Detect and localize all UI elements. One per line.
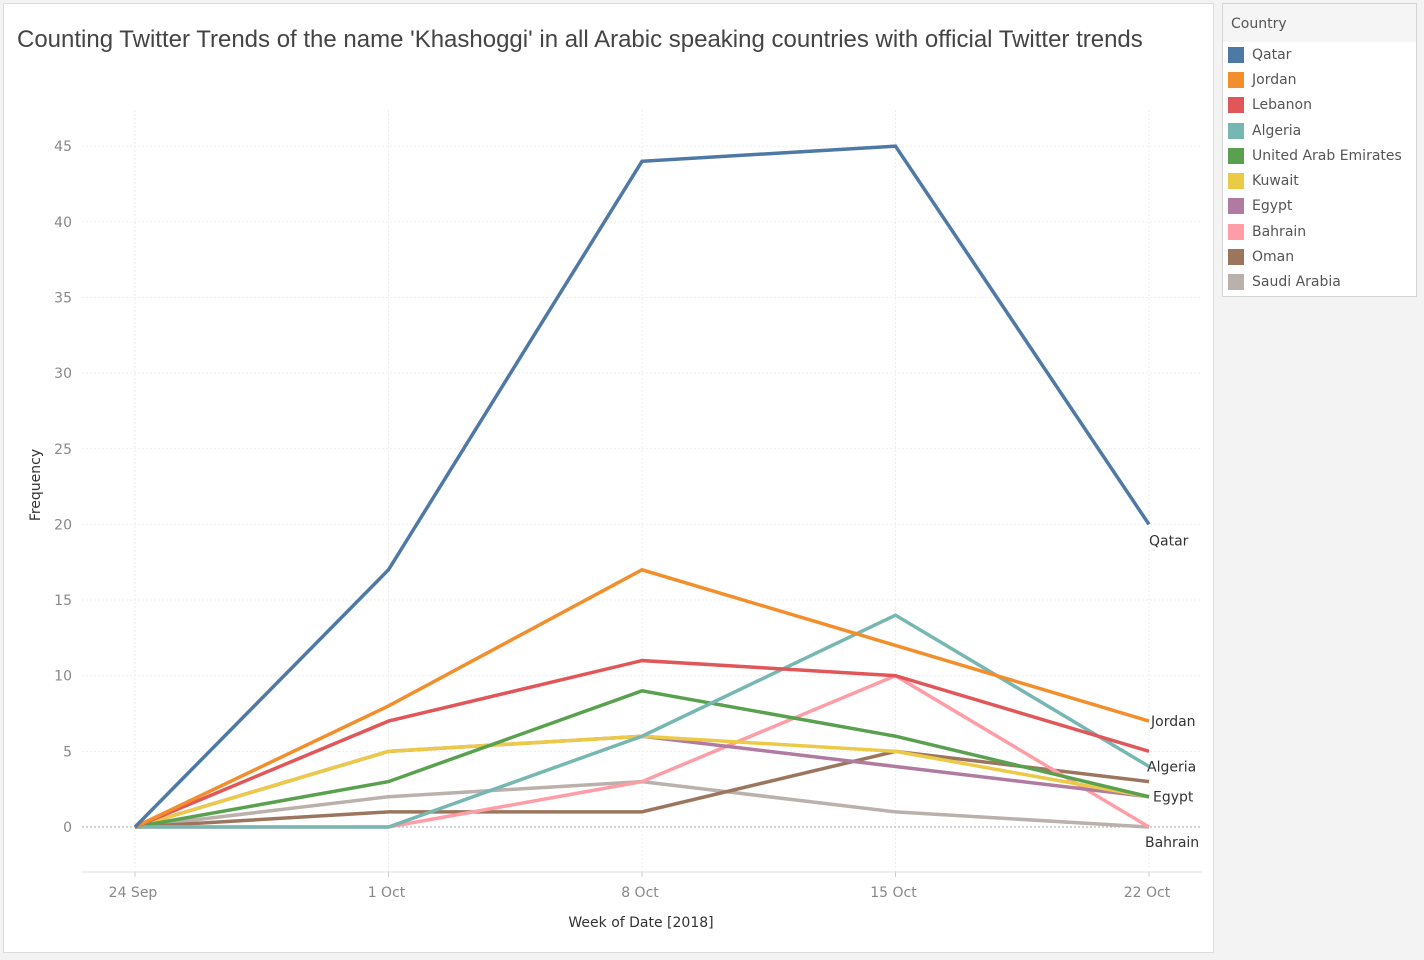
end-label: Jordan [1150, 714, 1196, 730]
legend-items: Qatar Jordan Lebanon Algeria United Arab Emi… [1223, 42, 1416, 295]
legend-swatch [1228, 97, 1244, 114]
legend-label: United Arab Emirates [1252, 147, 1402, 164]
legend-label: Jordan [1252, 71, 1297, 88]
x-tick-label: 8 Oct [621, 885, 659, 901]
legend-swatch [1228, 147, 1244, 164]
legend-swatch [1228, 122, 1244, 139]
legend-swatch [1228, 71, 1244, 88]
legend-item[interactable]: Saudi Arabia [1223, 270, 1416, 295]
legend-item[interactable]: Bahrain [1223, 219, 1416, 244]
legend-item[interactable]: Lebanon [1223, 93, 1416, 118]
legend-swatch [1228, 46, 1244, 63]
series-line-qatar [133, 144, 1151, 829]
legend-swatch [1228, 198, 1244, 215]
legend-title: Country [1223, 4, 1416, 42]
y-tick-label: 30 [54, 366, 72, 382]
series-line-oman [134, 749, 1150, 829]
y-tick-label: 15 [54, 593, 72, 609]
y-tick-label: 40 [54, 215, 72, 231]
x-axis-title: Week of Date [2018] [568, 915, 713, 931]
x-tick-label: 24 Sep [109, 885, 158, 901]
legend-item[interactable]: Oman [1223, 244, 1416, 269]
legend[interactable]: Country Qatar Jordan Lebanon Algeria United … [1222, 3, 1417, 297]
legend-item[interactable]: Qatar [1223, 42, 1416, 67]
y-tick-label: 45 [54, 139, 72, 155]
x-tick-label: 1 Oct [368, 885, 406, 901]
legend-swatch [1228, 274, 1244, 291]
legend-label: Qatar [1252, 46, 1292, 63]
legend-label: Kuwait [1252, 173, 1299, 190]
y-tick-label: 5 [63, 744, 72, 760]
series-line-jordan [134, 567, 1150, 829]
series-line-algeria [135, 613, 1150, 829]
y-tick-label: 20 [54, 517, 72, 533]
end-label: Algeria [1147, 759, 1196, 775]
y-axis-title: Frequency [28, 449, 44, 521]
x-tick-label: 22 Oct [1124, 885, 1171, 901]
legend-label: Bahrain [1252, 223, 1307, 240]
chart-title: Counting Twitter Trends of the name 'Kha… [17, 26, 1143, 53]
end-label: Egypt [1153, 790, 1194, 806]
x-tick-label: 15 Oct [870, 885, 917, 901]
legend-label: Lebanon [1252, 97, 1312, 114]
y-tick-label: 10 [54, 669, 72, 685]
y-tick-label: 0 [63, 820, 72, 836]
series-line-united-arab-emirates [134, 689, 1150, 829]
legend-swatch [1228, 173, 1244, 190]
legend-label: Algeria [1252, 122, 1302, 139]
legend-item[interactable]: Jordan [1223, 67, 1416, 92]
legend-label: Saudi Arabia [1252, 274, 1341, 291]
legend-item[interactable]: Kuwait [1223, 168, 1416, 193]
legend-item[interactable]: Egypt [1223, 194, 1416, 219]
series-line-lebanon [134, 658, 1150, 829]
series-line-saudi-arabia [134, 779, 1150, 829]
legend-label: Oman [1252, 249, 1295, 266]
legend-swatch [1228, 249, 1244, 266]
y-tick-label: 35 [54, 290, 72, 306]
y-tick-label: 25 [54, 442, 72, 458]
end-label: Bahrain [1145, 835, 1199, 851]
end-label: Qatar [1149, 533, 1189, 549]
legend-item[interactable]: Algeria [1223, 118, 1416, 143]
legend-item[interactable]: United Arab Emirates [1223, 143, 1416, 168]
legend-label: Egypt [1252, 198, 1293, 215]
legend-swatch [1228, 223, 1244, 240]
